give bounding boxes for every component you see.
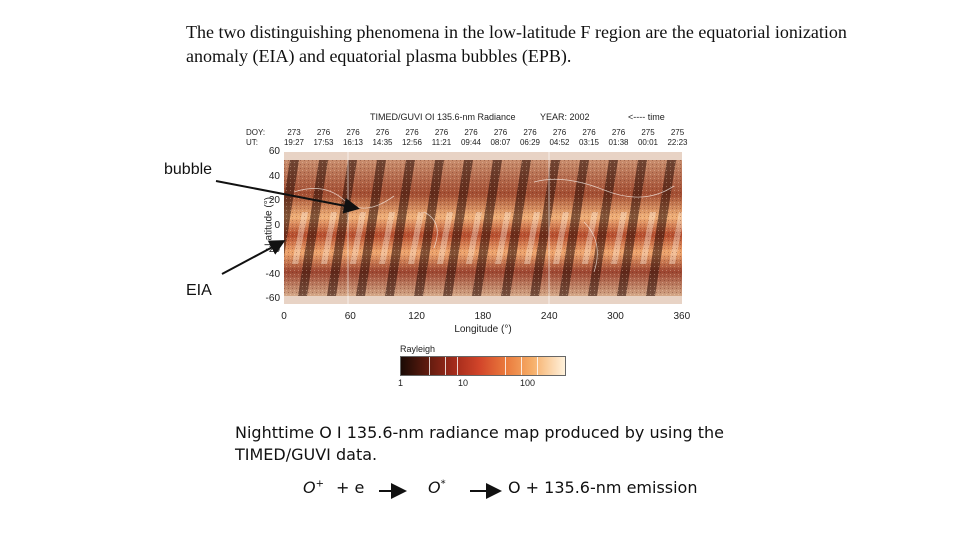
y-tick-label: 40 [268, 170, 280, 182]
pass-label: 276 11:21 [431, 128, 452, 147]
x-tick-label: 240 [540, 311, 558, 322]
figure-caption: Nighttime O I 135.6-nm radiance map prod… [235, 423, 725, 464]
x-tick-label: 120 [408, 311, 425, 322]
y-tick-label: 0 [274, 219, 280, 231]
pass-label: 276 04:52 [549, 128, 570, 147]
x-tick-label: 180 [474, 311, 492, 322]
pass-label: 276 06:29 [519, 128, 541, 147]
excited-oxygen: O* [428, 478, 446, 497]
x-axis-label: Longitude (°) [454, 324, 512, 335]
colorbar-tick-1: 1 [398, 378, 404, 388]
y-tick-label: -40 [265, 268, 280, 280]
x-tick-label: 0 [281, 311, 287, 322]
pass-label: 276 14:35 [372, 128, 393, 147]
x-tick-label: 60 [344, 311, 356, 322]
pass-label: 275 22:23 [667, 128, 688, 147]
pass-label: 276 08:07 [490, 128, 511, 147]
radiance-map [284, 152, 682, 304]
reactant-electron: + e [336, 478, 365, 497]
bubble-label: bubble [164, 161, 213, 178]
pass-label: 276 16:13 [342, 128, 364, 147]
colorbar-tick-10: 10 [458, 378, 469, 388]
figure-year: YEAR: 2002 [540, 112, 590, 122]
pass-label: 276 09:44 [460, 128, 482, 147]
colorbar-tick-100: 100 [520, 378, 536, 388]
eia-label: EIA [186, 282, 212, 299]
figure-time-arrow: <---- time [628, 112, 665, 122]
figure-title: TIMED/GUVI OI 135.6-nm Radiance [370, 112, 516, 122]
ut-label: UT: [246, 138, 258, 147]
pass-label: 276 03:15 [578, 128, 600, 147]
pass-label: 273 19:27 [283, 128, 305, 147]
reactant-ion: O+ [303, 478, 324, 497]
colorbar-title: Rayleigh [400, 344, 436, 354]
x-tick-label: 300 [607, 311, 624, 322]
pass-label: 275 00:01 [637, 128, 659, 147]
guvi-figure: TIMED/GUVI OI 135.6-nm Radiance YEAR: 20… [240, 108, 710, 388]
colorbar [400, 356, 566, 376]
y-tick-label: -60 [265, 293, 280, 304]
y-tick-label: 60 [268, 146, 280, 157]
reaction-product: O + 135.6-nm emission [508, 478, 698, 497]
pass-label: 276 17:53 [313, 128, 334, 147]
pass-label: 276 12:56 [401, 128, 423, 147]
pass-label: 276 01:38 [608, 128, 629, 147]
x-tick-label: 360 [673, 311, 691, 322]
doy-label: DOY: [246, 128, 266, 137]
intro-text: The two distinguishing phenomena in the … [186, 22, 847, 66]
y-axis-label: Latitude (°) [263, 196, 275, 247]
